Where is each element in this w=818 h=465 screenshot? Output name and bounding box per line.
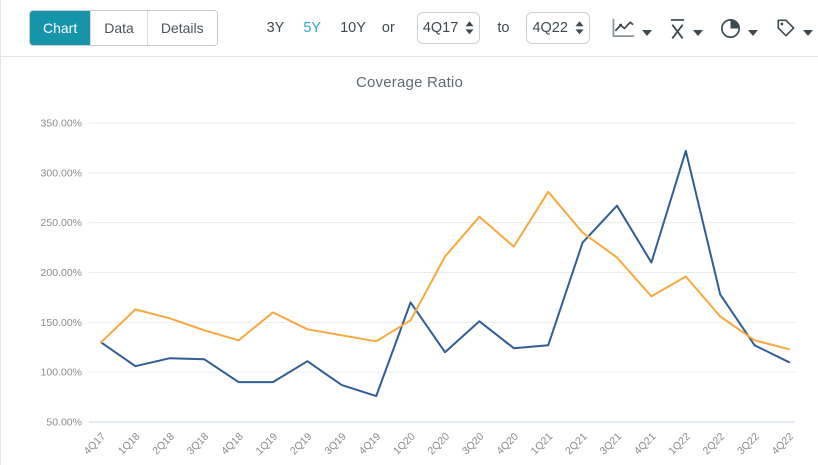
caret-down-icon (692, 29, 703, 36)
svg-text:4Q22: 4Q22 (769, 431, 796, 458)
caret-down-icon (641, 29, 652, 36)
range-3y[interactable]: 3Y (264, 18, 288, 38)
svg-text:1Q22: 1Q22 (666, 431, 693, 458)
tag-icon (777, 19, 795, 37)
svg-text:200.00%: 200.00% (41, 267, 82, 279)
chart-card: Coverage Ratio 50.00% 100.00% 150.00% 200.0… (1, 74, 818, 464)
svg-text:3Q22: 3Q22 (735, 431, 762, 458)
svg-text:2Q18: 2Q18 (150, 431, 177, 458)
to-quarter-value: 4Q22 (532, 20, 568, 36)
stepper-icon (465, 21, 474, 35)
svg-text:100.00%: 100.00% (41, 367, 82, 379)
range-10y[interactable]: 10Y (337, 18, 369, 38)
pie-chart-dropdown[interactable] (714, 13, 763, 44)
svg-text:1Q19: 1Q19 (253, 431, 280, 458)
tab-chart[interactable]: Chart (30, 11, 91, 45)
svg-text:4Q19: 4Q19 (357, 431, 384, 458)
mean-dropdown[interactable] (663, 13, 708, 44)
line-chart-icon (612, 18, 635, 37)
svg-text:300.00%: 300.00% (41, 167, 82, 179)
svg-text:4Q17: 4Q17 (81, 431, 108, 458)
svg-text:4Q20: 4Q20 (494, 431, 521, 458)
from-quarter-select[interactable]: 4Q17 (416, 12, 481, 44)
from-quarter-value: 4Q17 (422, 20, 459, 36)
pie-chart-icon (720, 18, 740, 38)
chart-type-dropdown[interactable] (606, 13, 657, 43)
coverage-ratio-chart: 50.00% 100.00% 150.00% 200.00% 250.00% 300.00… (41, 118, 797, 458)
chart-title: Coverage Ratio (355, 74, 464, 91)
stepper-icon (575, 21, 584, 35)
chart-tools (606, 13, 818, 44)
svg-text:2Q22: 2Q22 (701, 431, 728, 458)
svg-text:150.00%: 150.00% (41, 317, 82, 329)
tag-dropdown[interactable] (769, 13, 818, 44)
svg-text:3Q19: 3Q19 (322, 431, 349, 458)
svg-text:2Q19: 2Q19 (288, 431, 315, 458)
or-label: or (381, 20, 395, 36)
svg-text:4Q18: 4Q18 (219, 431, 246, 458)
svg-text:1Q21: 1Q21 (529, 431, 556, 458)
svg-text:350.00%: 350.00% (41, 118, 82, 130)
to-label: to (497, 20, 510, 36)
tab-data[interactable]: Data (90, 11, 147, 45)
toolbar: Chart Data Details 3Y 5Y 10Y or 4Q17 to … (1, 0, 818, 57)
tab-details[interactable]: Details (146, 11, 217, 45)
range-5y[interactable]: 5Y (300, 18, 324, 38)
svg-text:3Q20: 3Q20 (460, 431, 487, 458)
to-quarter-select[interactable]: 4Q22 (526, 12, 590, 44)
svg-text:250.00%: 250.00% (41, 217, 82, 229)
view-tab-group: Chart Data Details (29, 10, 218, 46)
caret-down-icon (747, 29, 758, 36)
x-bar-mean-icon (670, 18, 685, 39)
svg-text:2Q20: 2Q20 (425, 431, 452, 458)
svg-text:2Q21: 2Q21 (563, 431, 590, 458)
caret-down-icon (802, 29, 813, 36)
svg-text:4Q21: 4Q21 (632, 431, 659, 458)
svg-text:1Q20: 1Q20 (391, 431, 418, 458)
svg-text:3Q21: 3Q21 (597, 431, 624, 458)
svg-text:50.00%: 50.00% (46, 417, 82, 429)
svg-text:3Q18: 3Q18 (185, 431, 212, 458)
range-group: 3Y 5Y 10Y (264, 18, 369, 38)
svg-text:1Q18: 1Q18 (116, 431, 143, 458)
